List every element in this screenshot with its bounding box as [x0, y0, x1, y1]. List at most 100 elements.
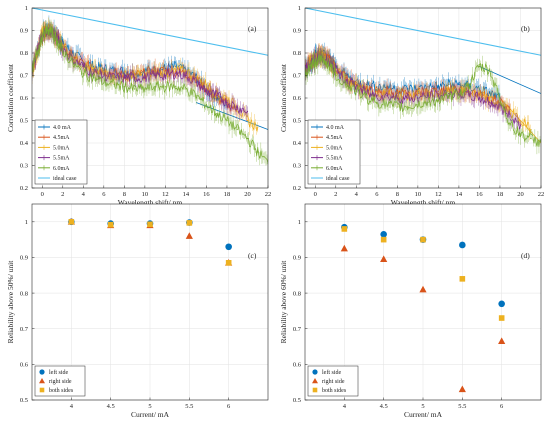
legend-label: 5.5mA: [53, 156, 70, 162]
data-point: [437, 86, 439, 88]
data-point: [478, 97, 481, 99]
x-tick-label: 5.5: [185, 403, 193, 410]
y-tick-label: 0.5: [20, 397, 28, 404]
data-point: [330, 65, 332, 68]
data-point: [164, 86, 166, 88]
data-point: [376, 101, 378, 104]
x-tick-label: 14: [456, 191, 463, 198]
x-tick-label: 6: [375, 191, 379, 198]
y-tick-label: 0.7: [293, 73, 302, 80]
y-axis-label: Correlation coefficient: [279, 63, 288, 132]
data-point: [519, 119, 522, 122]
point-0: [498, 300, 505, 308]
x-tick-label: 5: [148, 403, 151, 410]
y-tick-label: 0.8: [293, 50, 301, 57]
data-point: [319, 59, 321, 61]
y-axis-label: Reliability above 60%/ unit: [279, 260, 288, 344]
data-point: [489, 70, 491, 72]
data-point: [509, 124, 511, 126]
data-point: [195, 81, 197, 83]
data-point: [154, 74, 156, 77]
point-2: [341, 226, 348, 232]
data-point: [324, 61, 327, 63]
y-tick-label: 1: [25, 219, 28, 226]
point-0: [459, 241, 466, 249]
x-tick-label: 4: [343, 403, 347, 410]
data-point: [345, 83, 347, 86]
y-tick-label: 0.9: [20, 255, 28, 262]
point-1: [340, 244, 348, 252]
legend-label: 4.0 mA: [326, 125, 345, 131]
x-tick-label: 0: [314, 191, 317, 198]
data-point: [82, 65, 84, 68]
data-point: [427, 101, 429, 104]
y-tick-label: 0.2: [293, 185, 301, 192]
series-line-5: [305, 8, 541, 56]
data-point: [123, 77, 125, 79]
point-2: [420, 236, 426, 243]
legend-label: 6.0mA: [53, 166, 70, 172]
x-tick-label: 18: [497, 191, 504, 198]
data-point: [417, 97, 419, 99]
data-point: [519, 124, 522, 126]
x-tick-label: 16: [476, 191, 483, 198]
legend-label: 4.0 mA: [53, 125, 72, 131]
x-tick-label: 2: [334, 191, 337, 198]
panel-tag: (a): [248, 24, 257, 33]
data-point: [226, 97, 228, 99]
data-point: [92, 77, 95, 79]
y-tick-label: 0.7: [293, 326, 302, 333]
data-point: [205, 104, 208, 106]
data-point: [46, 29, 48, 32]
legend-label: 4.5mA: [326, 135, 343, 141]
x-tick-label: 12: [162, 191, 169, 198]
data-point: [509, 115, 511, 117]
data-point: [134, 88, 136, 90]
data-point: [458, 92, 460, 95]
data-point: [417, 104, 419, 106]
point-2: [186, 220, 193, 226]
y-tick-label: 0.8: [20, 290, 28, 297]
y-tick-label: 0.6: [293, 362, 302, 369]
panel-tag: (b): [521, 24, 530, 33]
series-line-5: [32, 8, 268, 56]
x-tick-label: 0: [41, 191, 44, 198]
data-point: [468, 95, 470, 97]
point-2: [147, 221, 153, 228]
x-axis-label: Current/ mA: [131, 410, 170, 419]
x-tick-label: 5: [421, 403, 424, 410]
panel-1: 0 2 4 6 8 10 12 14 16 18 20 22 0.2 0.3 0.4 0.5 0.6 0.7 0.8…: [279, 5, 544, 207]
x-tick-label: 6: [500, 403, 504, 410]
panel-3: 4 4.5 5 5.5 6 0.5 0.6 0.7 0.8 0.9 1 Current/ mA Reli…: [279, 203, 542, 419]
y-tick-label: 0.6: [293, 95, 302, 102]
data-point: [355, 86, 357, 88]
x-tick-label: 6: [227, 403, 231, 410]
y-tick-label: 0.8: [293, 290, 301, 297]
data-point: [164, 74, 166, 77]
data-point: [216, 97, 218, 99]
y-axis-label: Reliability above 50%/ unit: [6, 260, 15, 344]
x-axis-label: Wavelength shift/ nm: [118, 198, 183, 207]
x-tick-label: 4: [82, 191, 86, 198]
y-tick-label: 1: [298, 5, 301, 12]
point-1: [185, 232, 193, 239]
x-tick-label: 22: [265, 191, 272, 198]
y-tick-label: 1: [25, 5, 28, 12]
data-point: [226, 119, 228, 122]
y-tick-label: 0.6: [20, 95, 29, 102]
panel-tag: (c): [248, 251, 257, 260]
point-2: [68, 219, 75, 225]
x-tick-label: 20: [517, 191, 524, 198]
point-1: [380, 255, 388, 263]
x-tick-label: 4.5: [380, 403, 388, 410]
data-point: [335, 74, 337, 77]
y-tick-label: 0.6: [20, 362, 29, 369]
data-point: [519, 133, 522, 135]
y-tick-label: 1: [298, 219, 301, 226]
data-point: [509, 110, 511, 113]
data-point: [355, 90, 357, 92]
legend: left side right side both sides: [307, 365, 359, 397]
data-point: [478, 65, 481, 68]
data-point: [530, 128, 532, 131]
